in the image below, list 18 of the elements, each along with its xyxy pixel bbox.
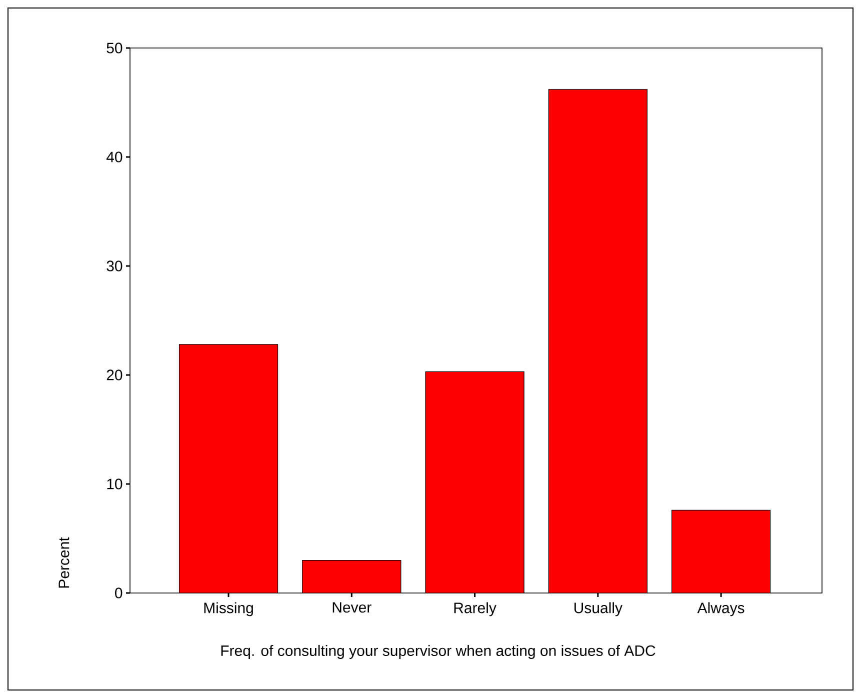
bar bbox=[179, 344, 278, 593]
bar bbox=[426, 372, 524, 593]
bar bbox=[671, 510, 771, 593]
x-tick-label: Always bbox=[697, 602, 744, 616]
y-tick-label: 10 bbox=[107, 478, 122, 490]
bar bbox=[302, 560, 401, 593]
y-tick-label: 40 bbox=[106, 152, 122, 162]
x-tick-label: Rarely bbox=[454, 602, 496, 616]
x-tick-label: Usually bbox=[574, 602, 622, 616]
y-tick-label: 0 bbox=[115, 588, 122, 598]
x-axis-title: Freq. of consulting your supervisor when acting on issues of ADC bbox=[221, 645, 656, 659]
y-tick-label: 50 bbox=[106, 42, 122, 54]
x-tick-label: Missing bbox=[204, 602, 253, 616]
y-tick-label: 30 bbox=[106, 260, 122, 272]
bar bbox=[548, 89, 648, 593]
y-tick-label: 20 bbox=[106, 370, 122, 380]
x-tick-label: Never bbox=[332, 602, 372, 613]
y-axis-title: Percent bbox=[58, 537, 70, 588]
